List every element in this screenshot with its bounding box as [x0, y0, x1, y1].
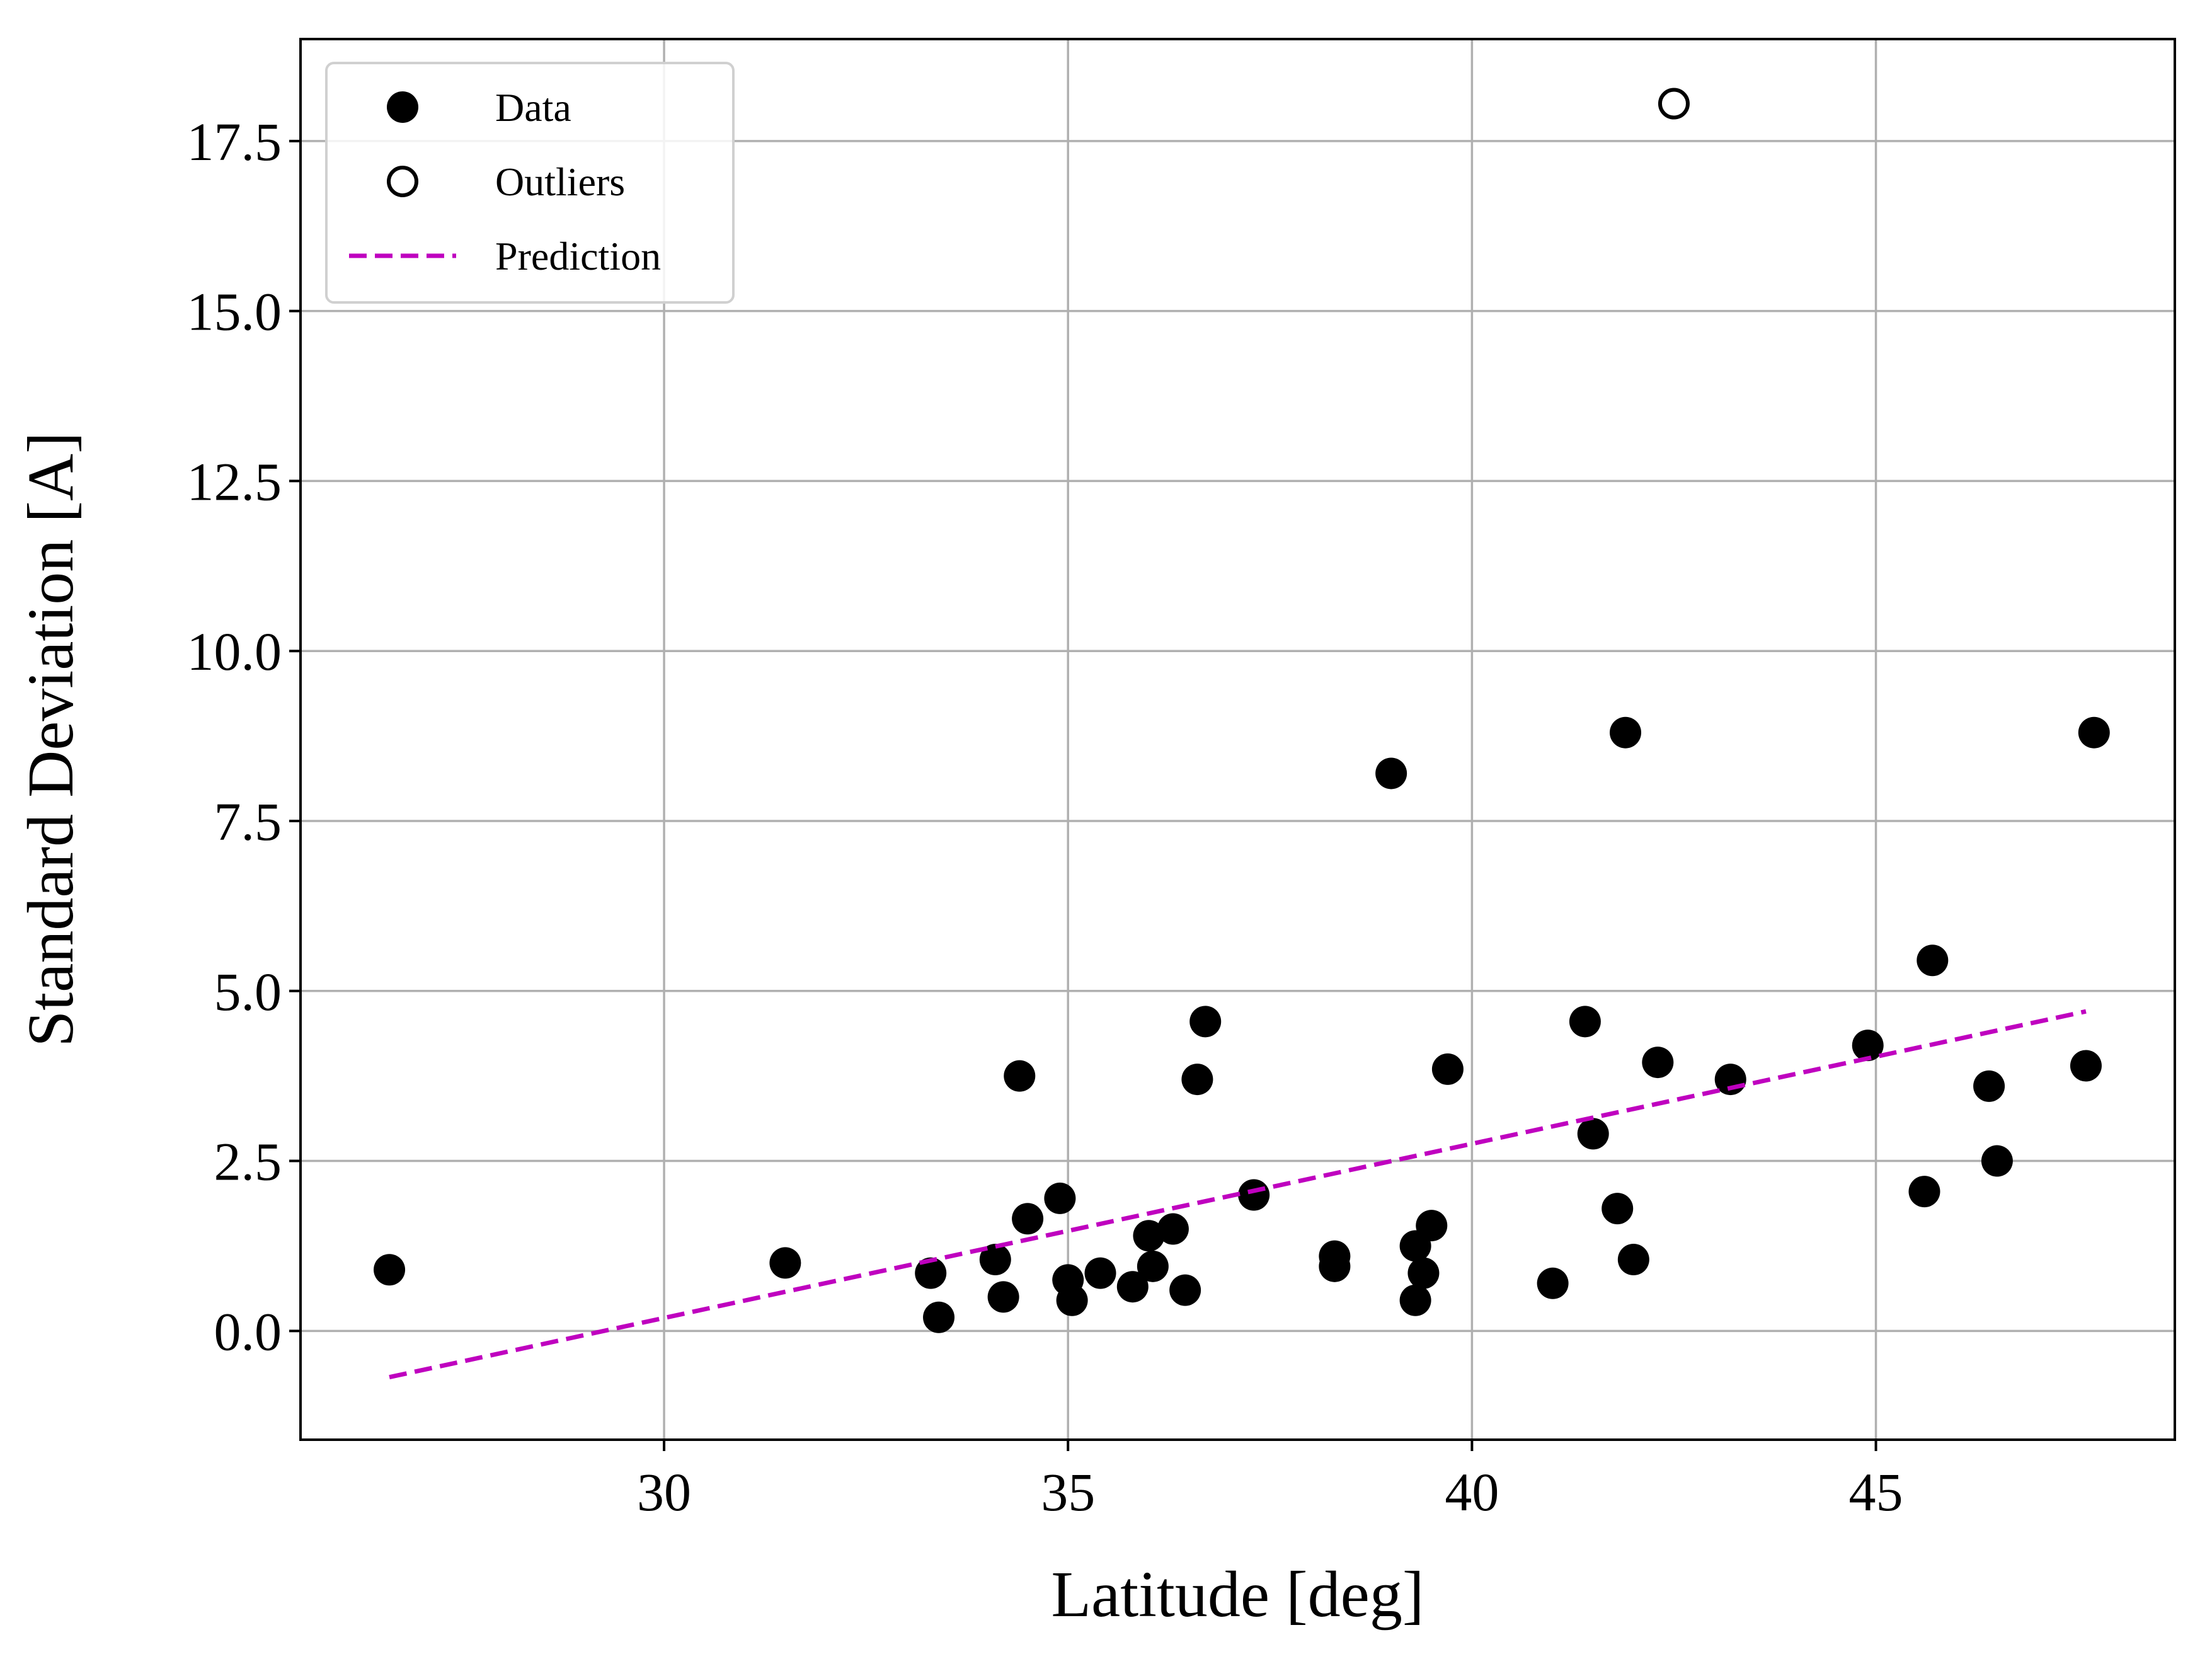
x-tick-label: 35 [1041, 1462, 1095, 1522]
data-point [1116, 1271, 1149, 1303]
data-point [2078, 716, 2110, 749]
x-tick-label: 30 [637, 1462, 691, 1522]
data-point [1569, 1006, 1601, 1038]
data-point [1157, 1213, 1189, 1245]
y-tick-label: 2.5 [214, 1132, 282, 1192]
data-point [1319, 1250, 1351, 1282]
y-tick-label: 15.0 [187, 282, 282, 342]
x-tick-label: 45 [1849, 1462, 1903, 1522]
legend-box [325, 62, 735, 304]
data-point [1056, 1284, 1088, 1316]
x-axis-label: Latitude [deg] [1052, 1558, 1424, 1631]
data-point [979, 1244, 1011, 1276]
prediction-line [389, 1009, 2087, 1380]
data-point [1537, 1267, 1569, 1299]
legend-label: Data [495, 85, 571, 130]
data-point [1181, 1064, 1213, 1096]
data-point [987, 1281, 1019, 1313]
data-point [1137, 1250, 1169, 1282]
data-point [1917, 944, 1949, 977]
data-point [923, 1301, 955, 1333]
y-tick-label: 12.5 [187, 451, 282, 512]
data-point [1133, 1220, 1165, 1252]
series-layer [374, 88, 2110, 1380]
data-point [1908, 1176, 1940, 1208]
series-outliers [1658, 88, 1690, 120]
data-point [1416, 1210, 1448, 1242]
legend-label: Outliers [495, 159, 625, 204]
data-point [1577, 1118, 1609, 1150]
series-data [374, 716, 2110, 1333]
data-point [1431, 1053, 1464, 1085]
y-tick-label: 17.5 [187, 112, 282, 172]
y-tick-label: 5.0 [214, 961, 282, 1022]
data-point [1852, 1030, 1884, 1062]
data-point [1238, 1179, 1270, 1211]
data-point [2070, 1050, 2102, 1082]
legend: Data Outliers Prediction [325, 62, 735, 304]
y-tick-label: 10.0 [187, 621, 282, 682]
y-axis-label: Standard Deviation [A] [14, 432, 87, 1047]
outlier-point [1658, 88, 1690, 120]
data-point [915, 1257, 947, 1289]
data-point [1012, 1203, 1044, 1235]
data-point [1375, 757, 1407, 789]
y-tick-label: 7.5 [214, 791, 282, 852]
data-point [1981, 1145, 2013, 1177]
y-tick-label: 0.0 [214, 1301, 282, 1362]
data-point [769, 1247, 801, 1279]
data-point [1044, 1182, 1076, 1214]
series-prediction [389, 1009, 2087, 1380]
data-point [1407, 1257, 1440, 1289]
data-point [374, 1254, 406, 1286]
data-point [1084, 1257, 1116, 1289]
data-point [1004, 1060, 1036, 1092]
data-point [1617, 1244, 1649, 1276]
data-point [1602, 1193, 1634, 1225]
axes-frame [299, 38, 2176, 1441]
data-point [1642, 1047, 1674, 1079]
legend-outliers-swatch [387, 166, 418, 197]
legend-label: Prediction [495, 234, 661, 278]
data-point [1399, 1284, 1431, 1316]
ticks: 30 35 40 45 0.0 2.5 5.0 7.5 10.0 12.5 15.0 17.5 [187, 112, 1903, 1522]
data-point [1189, 1006, 1222, 1038]
data-point [1169, 1274, 1201, 1306]
data-point [1973, 1070, 2005, 1102]
data-point [1610, 716, 1642, 749]
legend-data-swatch [387, 91, 418, 123]
x-tick-label: 40 [1445, 1462, 1499, 1522]
